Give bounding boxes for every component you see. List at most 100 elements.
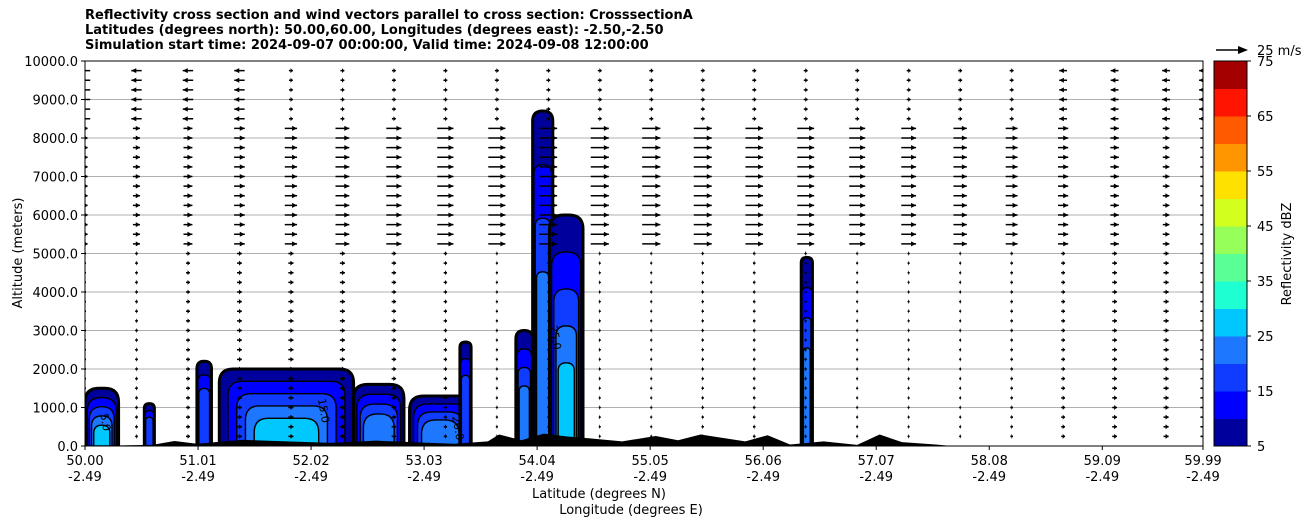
wind-vector-head — [804, 376, 806, 382]
wind-vector-head — [290, 424, 294, 430]
wind-vector-head — [496, 385, 498, 391]
wind-vector-head — [701, 318, 703, 324]
wind-vector-head — [758, 193, 764, 199]
wind-vector-head — [907, 405, 909, 410]
wind-vector-head — [1011, 68, 1014, 74]
wind-vector-head — [496, 260, 498, 266]
wind-vector-head — [187, 270, 190, 276]
wind-vector-head — [1162, 116, 1167, 122]
wind-vector-head — [1165, 279, 1169, 285]
wind-vector-head — [961, 125, 967, 131]
wind-vector-head — [753, 106, 757, 112]
wind-vector-head — [1059, 68, 1064, 74]
wind-vector-head — [959, 289, 962, 295]
wind-vector-head — [1165, 135, 1170, 141]
wind-vector-head — [1165, 260, 1169, 266]
wind-vector-head — [701, 270, 703, 276]
wind-vector-head — [182, 106, 188, 112]
wind-vector-head — [911, 193, 917, 199]
wind-vector-head — [239, 154, 245, 160]
x-axis-label-longitude: Longitude (degrees E) — [559, 503, 703, 518]
wind-vector-head — [187, 193, 193, 199]
wind-vector-head — [393, 347, 397, 353]
wind-vector-head — [496, 414, 498, 420]
wind-vector-head — [135, 174, 141, 179]
wind-vector-head — [856, 106, 860, 112]
wind-vector-head — [1062, 251, 1066, 256]
wind-vector-head — [860, 202, 866, 208]
wind-vector-head — [701, 299, 703, 305]
wind-vector-head — [650, 260, 652, 266]
echo-contour — [198, 387, 211, 446]
wind-vector-head — [131, 116, 137, 122]
wind-vector-head — [136, 395, 138, 401]
wind-vector-head — [136, 308, 138, 314]
wind-vector-head — [959, 77, 963, 83]
wind-vector-head — [187, 405, 190, 410]
wind-vector-head — [187, 135, 193, 141]
wind-vector-head — [961, 222, 967, 228]
wind-vector-head — [1165, 308, 1169, 314]
colorbar-segment — [1214, 61, 1247, 89]
wind-vector-head — [548, 366, 550, 372]
wind-vector-head — [911, 183, 917, 189]
wind-vector-head — [1063, 135, 1069, 141]
wind-vector-head — [911, 125, 917, 131]
wind-vector-head — [444, 68, 448, 74]
terrain — [85, 433, 1203, 446]
wind-vector-head — [344, 241, 350, 247]
wind-vector-head — [961, 202, 967, 208]
wind-vector-head — [136, 318, 138, 324]
wind-vector-head — [701, 347, 703, 353]
wind-vector-head — [650, 289, 652, 295]
wind-vector-head — [136, 251, 138, 256]
wind-vector-head — [809, 174, 815, 179]
wind-vector-head — [856, 97, 860, 102]
wind-vector-head — [1011, 308, 1013, 314]
wind-vector-head — [599, 68, 602, 74]
wind-vector-head — [598, 424, 600, 430]
wind-vector-head — [856, 68, 860, 74]
wind-vector-head — [552, 183, 558, 189]
wind-vector-head — [135, 212, 141, 218]
wind-vector-head — [1110, 106, 1116, 112]
wind-vector-head — [1012, 125, 1018, 131]
wind-vector-head — [752, 289, 755, 295]
wind-vector-head — [598, 405, 600, 410]
y-tick-label: 6000.0 — [33, 209, 79, 224]
wind-vector-head — [1011, 424, 1013, 430]
wind-vector-head — [959, 356, 962, 362]
wind-vector-head — [1011, 251, 1013, 256]
wind-vector-head — [959, 270, 962, 276]
wind-vector-head — [448, 193, 454, 199]
wind-vector-head — [496, 270, 498, 276]
wind-vector-head — [85, 184, 88, 189]
wind-vector-head — [598, 328, 600, 333]
wind-vector-head — [1114, 260, 1117, 266]
wind-vector-head — [187, 308, 190, 314]
wind-vector-head — [1063, 174, 1069, 179]
wind-vector-head — [393, 356, 397, 362]
wind-vector-head — [393, 299, 397, 305]
y-tick-label: 4000.0 — [33, 286, 79, 301]
wind-vector-head — [856, 270, 858, 276]
wind-vector-head — [341, 366, 345, 372]
y-tick-label: 9000.0 — [33, 94, 79, 109]
wind-vector-head — [907, 270, 909, 276]
wind-vector-head — [548, 289, 550, 295]
wind-vector-head — [85, 241, 88, 246]
grid-lines — [85, 99, 1203, 408]
wind-vector-head — [911, 174, 917, 179]
wind-vector-head — [500, 222, 506, 228]
wind-vector-head — [135, 183, 141, 189]
wind-vector-head — [1011, 97, 1014, 102]
wind-vector-head — [804, 405, 806, 410]
x-tick-label-lat: 57.07 — [858, 454, 895, 469]
wind-vector-head — [445, 366, 448, 372]
wind-vector-head — [961, 183, 967, 189]
wind-vector-head — [396, 183, 402, 189]
echo-contour — [518, 385, 531, 446]
wind-vector-head — [135, 231, 141, 237]
wind-vector-head — [961, 135, 967, 141]
wind-vector-head — [1162, 87, 1167, 93]
